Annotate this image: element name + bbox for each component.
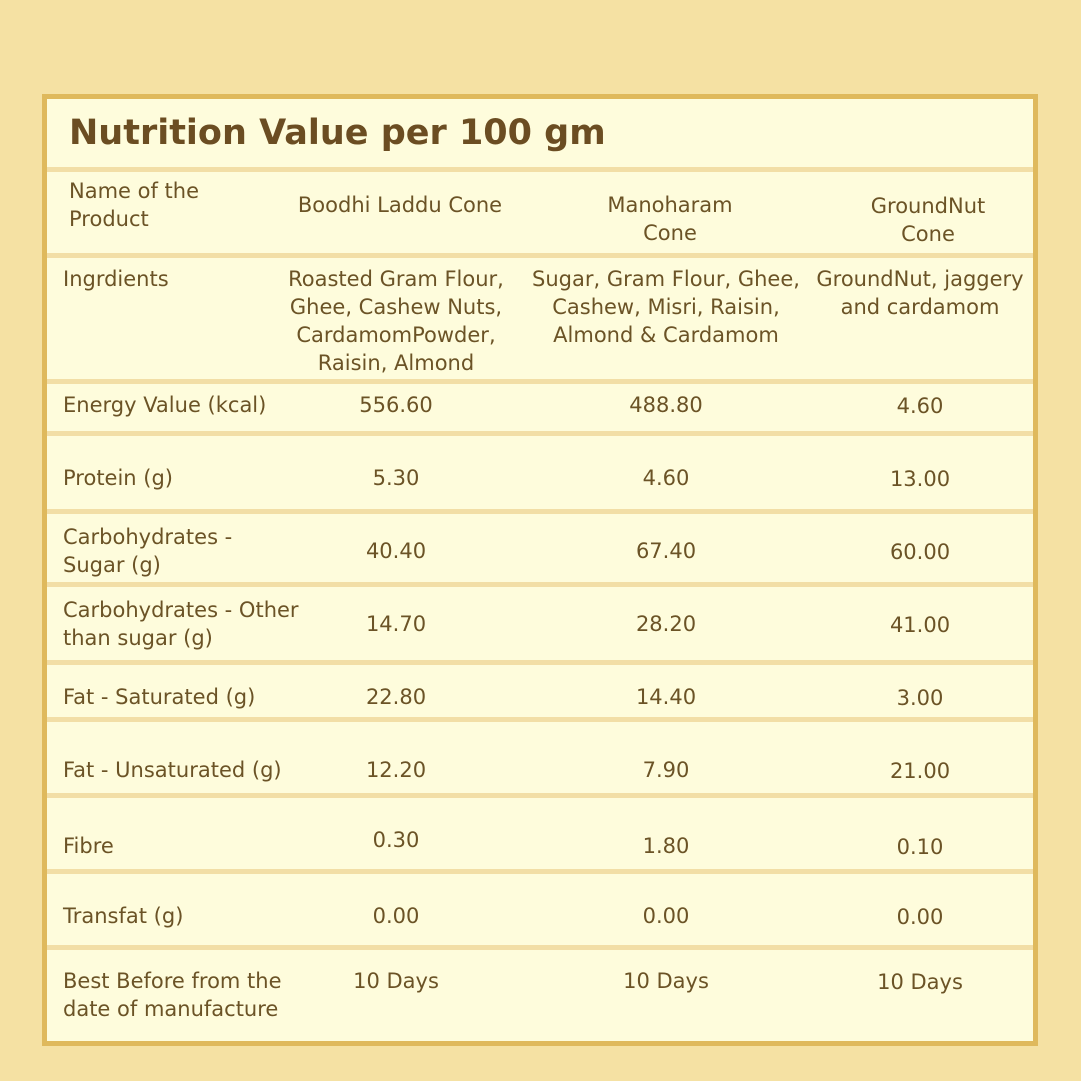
row-label-best-before: Best Before from the date of manufacture [63,969,282,1021]
value-cell: 0.00 [372,904,420,928]
value-cell: 5.30 [372,466,420,490]
row-label-carbohydrates-sugar: Carbohydrates - Sugar (g) [63,525,233,577]
value-cell: 60.00 [889,540,951,564]
row-divider [47,167,1033,172]
value-cell: 13.00 [889,467,951,491]
ingredients-label: Ingrdients [63,267,169,291]
header-label: Name of the Product [69,179,200,231]
value-cell: 0.30 [372,828,420,852]
row-divider [47,509,1033,514]
value-cell: 67.40 [635,539,697,563]
page-title: Nutrition Value per 100 gm [69,113,606,153]
value-cell: 7.90 [642,758,690,782]
value-cell: 28.20 [635,612,697,636]
ingredients-boodhi-laddu: Roasted Gram Flour, Ghee, Cashew Nuts, C… [288,267,504,375]
row-divider [47,582,1033,587]
title-row: Nutrition Value per 100 gm [47,99,1033,167]
value-cell: 40.40 [365,539,427,563]
ingredients-groundnut: GroundNut, jaggery and cardamom [816,267,1024,319]
value-cell: 14.70 [365,612,427,636]
row-label-fat-saturated: Fat - Saturated (g) [63,685,256,709]
value-cell: 4.60 [642,466,690,490]
header-product-manoharam: Manoharam Cone [607,193,733,245]
header-product-boodhi-laddu: Boodhi Laddu Cone [297,193,503,217]
nutrition-card: Nutrition Value per 100 gm Name of the P… [42,94,1038,1046]
row-divider [47,717,1033,722]
value-cell: 10 Days [877,970,963,994]
ingredients-manoharam: Sugar, Gram Flour, Ghee, Cashew, Misri, … [532,267,800,347]
row-label-protein: Protein (g) [63,466,174,490]
value-cell: 10 Days [353,969,439,993]
value-cell: 12.20 [365,758,427,782]
value-cell: 0.10 [896,835,944,859]
value-cell: 0.00 [896,905,944,929]
value-cell: 3.00 [896,686,944,710]
value-cell: 0.00 [642,904,690,928]
header-product-groundnut: GroundNut Cone [870,194,986,246]
row-label-fat-unsaturated: Fat - Unsaturated (g) [63,758,282,782]
value-cell: 1.80 [642,834,690,858]
value-cell: 488.80 [629,393,703,417]
row-label-carbohydrates-other: Carbohydrates - Other than sugar (g) [63,598,299,650]
row-divider [47,379,1033,384]
row-label-energy: Energy Value (kcal) [63,393,267,417]
value-cell: 22.80 [365,685,427,709]
row-divider [47,869,1033,874]
value-cell: 10 Days [623,969,709,993]
value-cell: 4.60 [896,394,944,418]
row-divider [47,793,1033,798]
value-cell: 21.00 [889,759,951,783]
row-divider [47,253,1033,258]
value-cell: 14.40 [635,685,697,709]
row-divider [47,945,1033,950]
row-divider [47,431,1033,436]
row-label-fibre: Fibre [63,834,114,858]
row-divider [47,660,1033,665]
row-label-transfat: Transfat (g) [63,904,184,928]
value-cell: 41.00 [889,613,951,637]
value-cell: 556.60 [359,393,433,417]
